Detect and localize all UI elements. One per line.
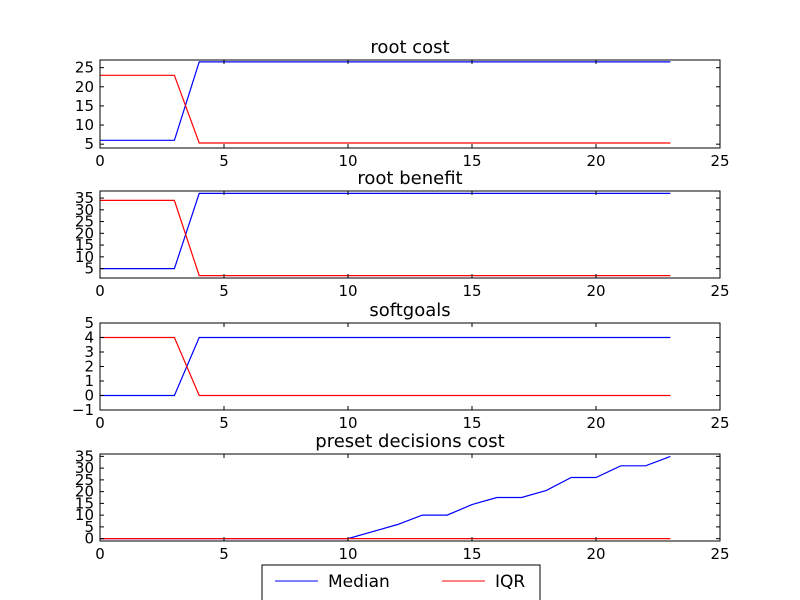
x-tick-label: 5 [219,282,229,300]
y-tick-label: 25 [75,59,94,77]
y-tick-label: 5 [84,260,94,278]
x-tick-label: 20 [586,545,605,563]
x-tick-label: 0 [95,152,105,170]
x-tick-label: 20 [586,414,605,432]
y-tick-label: −1 [72,401,94,419]
y-tick-label: 20 [75,224,94,242]
y-tick-label: 15 [75,97,94,115]
x-tick-label: 25 [710,152,729,170]
y-tick-label: 5 [84,314,94,332]
x-tick-label: 10 [338,545,357,563]
plot-frame [99,453,721,542]
x-tick-label: 15 [462,282,481,300]
legend-frame [261,564,541,600]
y-tick-label: 30 [75,201,94,219]
y-tick-label: 5 [84,135,94,153]
x-tick-label: 5 [219,414,229,432]
y-tick-label: 10 [75,248,94,266]
series-line-median [100,455,671,540]
x-tick-label: 25 [710,282,729,300]
legend-iqr-label: IQR [495,572,525,592]
x-tick-label: 15 [462,545,481,563]
y-tick-label: 4 [84,329,94,347]
x-tick-label: 5 [219,545,229,563]
x-tick-label: 25 [710,545,729,563]
x-tick-label: 20 [586,282,605,300]
series-line-median [100,192,671,270]
y-tick-label: 30 [75,459,94,477]
x-tick-label: 20 [586,152,605,170]
y-tick-label: 15 [75,236,94,254]
y-tick-label: 25 [75,471,94,489]
series-line-median [100,61,671,141]
y-tick-label: 10 [75,506,94,524]
y-tick-label: 10 [75,116,94,134]
x-tick-label: 25 [710,414,729,432]
x-tick-label: 15 [462,414,481,432]
y-tick-label: 1 [84,372,94,390]
y-tick-label: 15 [75,494,94,512]
y-tick-label: 0 [84,530,94,548]
legend: Median IQR [261,564,541,600]
y-tick-label: 3 [84,343,94,361]
legend-median-label: Median [328,572,390,592]
y-tick-label: 2 [84,358,94,376]
series-line-iqr [100,199,671,277]
y-tick-label: 35 [75,189,94,207]
x-tick-label: 10 [338,282,357,300]
subplot-title: root benefit [357,168,462,189]
x-tick-label: 15 [462,152,481,170]
y-tick-label: 0 [84,387,94,405]
y-tick-label: 5 [84,518,94,536]
y-tick-label: 35 [75,447,94,465]
series-line-iqr [100,336,671,397]
y-tick-label: 20 [75,78,94,96]
subplot-title: softgoals [369,300,450,321]
plot-frame [99,190,721,279]
x-tick-label: 10 [338,152,357,170]
x-tick-label: 0 [95,414,105,432]
plot-frame [99,59,721,149]
series-line-iqr [100,74,671,144]
y-tick-label: 25 [75,213,94,231]
x-tick-label: 0 [95,282,105,300]
plot-frame [99,322,721,411]
subplot-title: root cost [370,37,449,58]
x-tick-label: 10 [338,414,357,432]
x-tick-label: 5 [219,152,229,170]
y-tick-label: 20 [75,483,94,501]
x-tick-label: 0 [95,545,105,563]
subplot-title: preset decisions cost [315,431,504,452]
